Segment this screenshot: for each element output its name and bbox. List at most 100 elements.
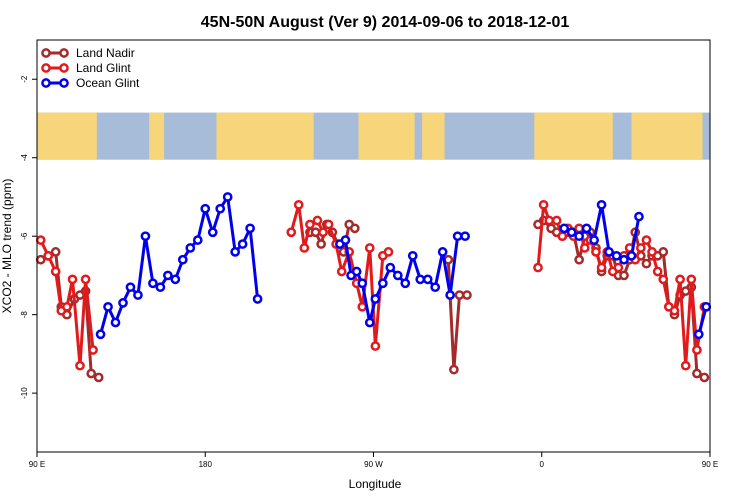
data-point <box>430 282 441 293</box>
data-point <box>200 203 211 214</box>
data-point <box>385 262 396 273</box>
data-point <box>67 274 78 285</box>
data-point <box>80 274 91 285</box>
data-point <box>460 231 470 242</box>
data-point <box>103 301 113 312</box>
legend-marker <box>59 78 69 88</box>
x-tick-label: 90 E <box>702 460 718 469</box>
map-land-band <box>149 112 165 160</box>
data-point <box>641 235 652 245</box>
x-tick-label: 90 W <box>364 460 383 469</box>
data-point <box>35 235 46 245</box>
legend-marker <box>41 63 51 73</box>
data-point <box>544 215 555 226</box>
data-point <box>613 262 624 273</box>
data-point <box>185 243 196 253</box>
data-point <box>222 192 233 202</box>
data-point <box>336 266 347 277</box>
data-point <box>125 282 136 293</box>
data-point <box>699 372 710 383</box>
data-point <box>293 199 304 210</box>
data-point <box>693 329 704 340</box>
map-land-band <box>216 112 314 160</box>
data-point <box>163 270 173 281</box>
data-point <box>574 231 584 242</box>
legend-label: Ocean Glint <box>76 76 140 90</box>
data-point <box>323 219 334 230</box>
data-point <box>596 262 607 273</box>
data-point <box>75 360 85 371</box>
data-point <box>230 247 241 257</box>
map-land-band <box>422 112 445 160</box>
data-point <box>445 290 455 300</box>
x-tick-label: 0 <box>540 460 545 469</box>
chart-title: 45N-50N August (Ver 9) 2014-09-06 to 201… <box>201 14 570 31</box>
data-point <box>312 215 323 226</box>
data-point <box>422 274 433 285</box>
data-point <box>692 368 702 379</box>
data-point <box>383 247 394 257</box>
series-line <box>99 195 260 335</box>
data-point <box>407 250 418 261</box>
data-point <box>177 254 188 265</box>
y-tick-label: -6 <box>20 232 29 240</box>
y-tick-label: -10 <box>20 387 29 399</box>
data-point <box>245 223 255 234</box>
data-point <box>658 274 669 285</box>
data-point <box>641 258 652 269</box>
legend-marker <box>41 48 51 58</box>
y-tick-label: -8 <box>20 311 29 319</box>
data-point <box>701 301 712 312</box>
legend-label: Land Glint <box>76 61 131 75</box>
data-point <box>133 290 143 300</box>
data-point <box>310 227 321 238</box>
data-point <box>299 243 310 253</box>
data-point <box>50 266 61 277</box>
data-point <box>50 247 61 257</box>
map-land-band <box>534 112 613 160</box>
data-point <box>581 223 592 234</box>
y-axis-label: XCO2 - MLO trend (ppm) <box>0 179 14 314</box>
data-point <box>340 235 351 245</box>
map-land-band <box>631 112 703 160</box>
data-point <box>215 203 226 214</box>
data-point <box>557 231 568 242</box>
x-axis-label: Longitude <box>349 477 402 491</box>
data-point <box>370 294 381 304</box>
data-point <box>669 305 680 316</box>
y-tick-label: -2 <box>20 75 29 83</box>
data-point <box>349 223 360 234</box>
data-point <box>604 247 614 257</box>
data-point <box>454 290 465 300</box>
data-point <box>574 223 584 234</box>
data-point <box>88 345 98 355</box>
data-point <box>634 211 644 222</box>
data-point <box>415 274 426 285</box>
legend-label: Land Nadir <box>76 46 135 60</box>
data-point <box>62 301 72 312</box>
x-tick-label: 180 <box>199 460 213 469</box>
data-point <box>647 247 657 257</box>
map-strip <box>37 112 710 160</box>
data-point <box>449 364 459 375</box>
data-point <box>170 274 181 285</box>
data-point <box>237 239 248 249</box>
data-point <box>611 250 622 261</box>
data-point <box>110 317 121 328</box>
data-point <box>318 227 328 238</box>
data-point <box>351 266 362 277</box>
x-axis: 90 E 180 90 W 0 90 E <box>29 452 718 469</box>
data-point <box>533 262 543 273</box>
data-point <box>252 294 263 304</box>
series-ocean-glint <box>95 192 712 340</box>
data-point <box>192 235 203 245</box>
map-land-band <box>358 112 415 160</box>
data-point <box>305 219 315 230</box>
data-point <box>95 329 106 340</box>
data-point <box>93 372 104 383</box>
data-point <box>207 227 218 238</box>
data-point <box>652 266 663 277</box>
data-point <box>43 250 54 261</box>
data-point <box>370 341 381 351</box>
data-point <box>559 223 570 234</box>
